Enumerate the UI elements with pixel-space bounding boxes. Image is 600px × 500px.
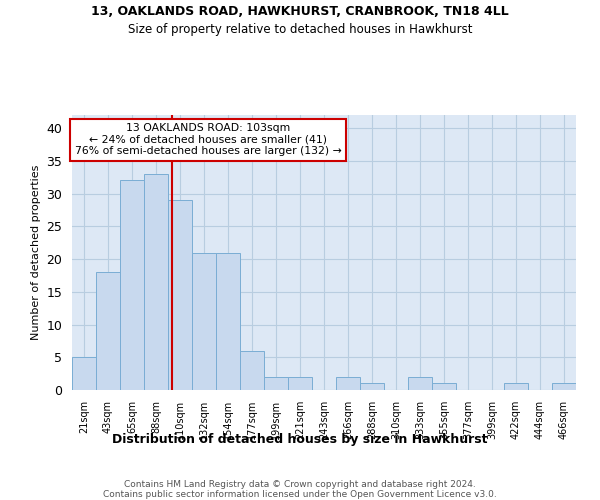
Bar bbox=[72, 358, 96, 390]
Bar bbox=[240, 350, 264, 390]
Text: Contains HM Land Registry data © Crown copyright and database right 2024.: Contains HM Land Registry data © Crown c… bbox=[124, 480, 476, 489]
Bar bbox=[216, 252, 240, 390]
Text: 13 OAKLANDS ROAD: 103sqm
← 24% of detached houses are smaller (41)
76% of semi-d: 13 OAKLANDS ROAD: 103sqm ← 24% of detach… bbox=[75, 123, 341, 156]
Bar bbox=[192, 252, 216, 390]
Bar bbox=[504, 384, 528, 390]
Bar bbox=[360, 384, 384, 390]
Bar bbox=[336, 377, 360, 390]
Text: Size of property relative to detached houses in Hawkhurst: Size of property relative to detached ho… bbox=[128, 22, 472, 36]
Bar bbox=[264, 377, 288, 390]
Bar bbox=[120, 180, 144, 390]
Y-axis label: Number of detached properties: Number of detached properties bbox=[31, 165, 41, 340]
Bar bbox=[96, 272, 120, 390]
Text: 13, OAKLANDS ROAD, HAWKHURST, CRANBROOK, TN18 4LL: 13, OAKLANDS ROAD, HAWKHURST, CRANBROOK,… bbox=[91, 5, 509, 18]
Bar bbox=[168, 200, 192, 390]
Bar bbox=[288, 377, 312, 390]
Bar bbox=[144, 174, 168, 390]
Bar bbox=[408, 377, 432, 390]
Bar bbox=[552, 384, 576, 390]
Text: Contains public sector information licensed under the Open Government Licence v3: Contains public sector information licen… bbox=[103, 490, 497, 499]
Text: Distribution of detached houses by size in Hawkhurst: Distribution of detached houses by size … bbox=[112, 432, 488, 446]
Bar bbox=[432, 384, 456, 390]
